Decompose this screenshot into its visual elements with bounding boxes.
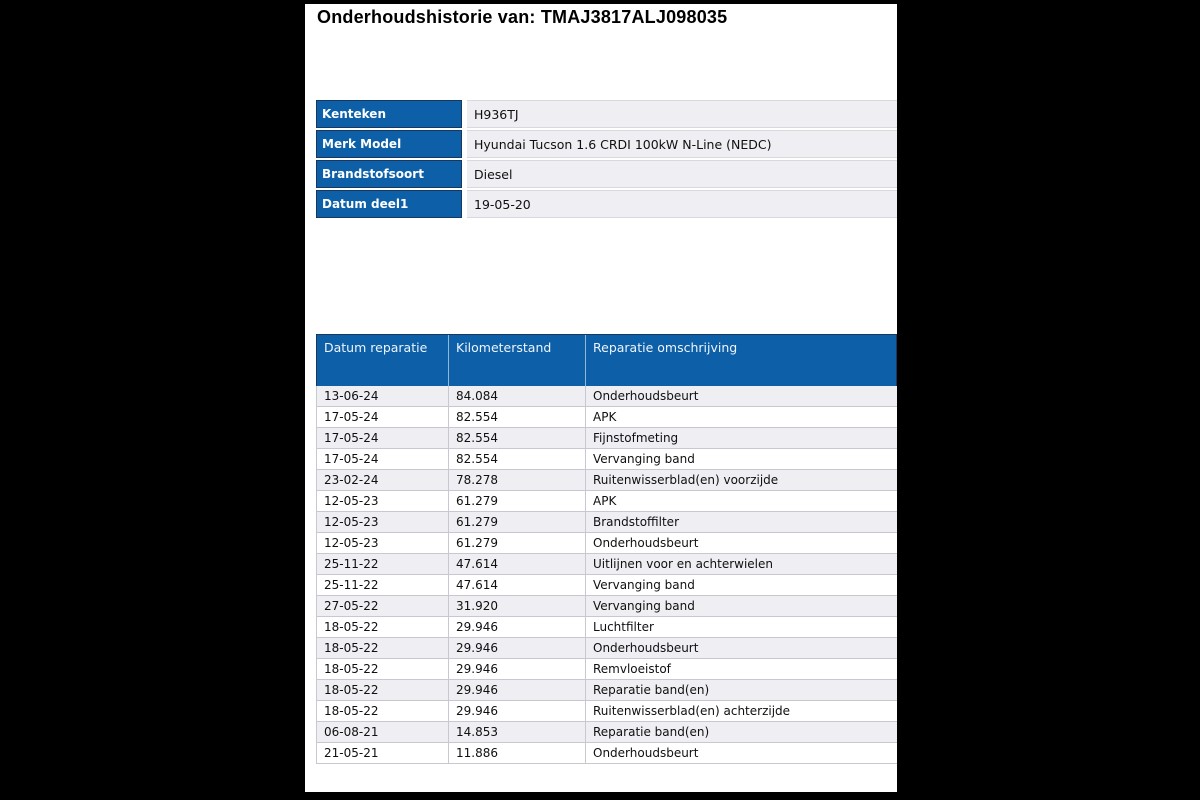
table-row: 23-02-24 78.278 Ruitenwisserblad(en) voo… xyxy=(317,470,897,491)
cell-reparatie-omschrijving: APK xyxy=(593,494,617,508)
table-row: 06-08-21 14.853 Reparatie band(en) xyxy=(317,722,897,743)
cell-datum-reparatie: 12-05-23 xyxy=(317,533,449,553)
cell-reparatie-omschrijving: Onderhoudsbeurt xyxy=(593,641,699,655)
cell-kilometerstand: 29.946 xyxy=(449,617,586,637)
table-row: 13-06-24 84.084 Onderhoudsbeurt xyxy=(317,386,897,407)
cell-datum-reparatie: 06-08-21 xyxy=(317,722,449,742)
cell-datum-reparatie: 17-05-24 xyxy=(317,449,449,469)
cell-reparatie-omschrijving: Reparatie band(en) xyxy=(593,683,710,697)
info-row: Brandstofsoort Diesel xyxy=(316,160,897,188)
cell-datum-reparatie: 18-05-22 xyxy=(317,617,449,637)
info-row-label: Kenteken xyxy=(316,100,462,128)
cell-kilometerstand: 29.946 xyxy=(449,638,586,658)
cell-kilometerstand: 47.614 xyxy=(449,575,586,595)
table-row: 27-05-22 31.920 Vervanging band xyxy=(317,596,897,617)
cell-datum-reparatie: 25-11-22 xyxy=(317,575,449,595)
table-row: 18-05-22 29.946 Remvloeistof xyxy=(317,659,897,680)
cell-datum-reparatie: 27-05-22 xyxy=(317,596,449,616)
cell-datum-reparatie: 13-06-24 xyxy=(317,386,449,406)
table-row: 18-05-22 29.946 Reparatie band(en) xyxy=(317,680,897,701)
table-row: 25-11-22 47.614 Vervanging band xyxy=(317,575,897,596)
cell-datum-reparatie: 18-05-22 xyxy=(317,638,449,658)
cell-kilometerstand: 14.853 xyxy=(449,722,586,742)
info-row-label: Merk Model xyxy=(316,130,462,158)
cell-kilometerstand: 31.920 xyxy=(449,596,586,616)
cell-kilometerstand: 82.554 xyxy=(449,407,586,427)
cell-kilometerstand: 84.084 xyxy=(449,386,586,406)
cell-reparatie-omschrijving: Vervanging band xyxy=(593,599,695,613)
table-row: 18-05-22 29.946 Ruitenwisserblad(en) ach… xyxy=(317,701,897,722)
cell-datum-reparatie: 21-05-21 xyxy=(317,743,449,763)
cell-datum-reparatie: 18-05-22 xyxy=(317,701,449,721)
cell-reparatie-omschrijving: Remvloeistof xyxy=(593,662,671,676)
table-body: 13-06-24 84.084 Onderhoudsbeurt 17-05-24… xyxy=(316,386,897,764)
cell-kilometerstand: 82.554 xyxy=(449,449,586,469)
cell-reparatie-omschrijving: APK xyxy=(593,410,617,424)
cell-datum-reparatie: 12-05-23 xyxy=(317,491,449,511)
cell-reparatie-omschrijving: Onderhoudsbeurt xyxy=(593,746,699,760)
page-title: Onderhoudshistorie van: TMAJ3817ALJ09803… xyxy=(317,7,728,27)
cell-datum-reparatie: 12-05-23 xyxy=(317,512,449,532)
table-row: 12-05-23 61.279 Onderhoudsbeurt xyxy=(317,533,897,554)
info-row: Merk Model Hyundai Tucson 1.6 CRDI 100kW… xyxy=(316,130,897,158)
column-header-reparatie-omschrijving: Reparatie omschrijving xyxy=(593,340,738,355)
cell-reparatie-omschrijving: Vervanging band xyxy=(593,578,695,592)
vehicle-info-table: Kenteken H936TJ Merk Model Hyundai Tucso… xyxy=(316,100,897,220)
table-row: 12-05-23 61.279 APK xyxy=(317,491,897,512)
cell-kilometerstand: 29.946 xyxy=(449,680,586,700)
table-row: 17-05-24 82.554 Fijnstofmeting xyxy=(317,428,897,449)
cell-datum-reparatie: 23-02-24 xyxy=(317,470,449,490)
cell-reparatie-omschrijving: Brandstoffilter xyxy=(593,515,679,529)
table-row: 17-05-24 82.554 Vervanging band xyxy=(317,449,897,470)
table-row: 17-05-24 82.554 APK xyxy=(317,407,897,428)
table-row: 18-05-22 29.946 Luchtfilter xyxy=(317,617,897,638)
cell-reparatie-omschrijving: Onderhoudsbeurt xyxy=(593,536,699,550)
cell-kilometerstand: 61.279 xyxy=(449,491,586,511)
cell-reparatie-omschrijving: Ruitenwisserblad(en) voorzijde xyxy=(593,473,779,487)
info-row: Datum deel1 19-05-20 xyxy=(316,190,897,218)
cell-kilometerstand: 61.279 xyxy=(449,512,586,532)
cell-kilometerstand: 82.554 xyxy=(449,428,586,448)
table-header-row: Datum reparatie Kilometerstand Reparatie… xyxy=(316,334,897,386)
table-row: 25-11-22 47.614 Uitlijnen voor en achter… xyxy=(317,554,897,575)
cell-reparatie-omschrijving: Onderhoudsbeurt xyxy=(593,389,699,403)
cell-kilometerstand: 11.886 xyxy=(449,743,586,763)
cell-datum-reparatie: 17-05-24 xyxy=(317,428,449,448)
cell-reparatie-omschrijving: Luchtfilter xyxy=(593,620,654,634)
cell-datum-reparatie: 18-05-22 xyxy=(317,659,449,679)
report-page: Onderhoudshistorie van: TMAJ3817ALJ09803… xyxy=(305,4,897,792)
cell-kilometerstand: 29.946 xyxy=(449,659,586,679)
column-header-kilometerstand: Kilometerstand xyxy=(449,335,586,386)
cell-reparatie-omschrijving: Vervanging band xyxy=(593,452,695,466)
cell-reparatie-omschrijving: Uitlijnen voor en achterwielen xyxy=(593,557,773,571)
info-row-label: Datum deel1 xyxy=(316,190,462,218)
table-row: 18-05-22 29.946 Onderhoudsbeurt xyxy=(317,638,897,659)
column-header-datum-reparatie: Datum reparatie xyxy=(317,335,449,386)
cell-kilometerstand: 78.278 xyxy=(449,470,586,490)
info-row-value: 19-05-20 xyxy=(467,190,897,218)
maintenance-history-table: Datum reparatie Kilometerstand Reparatie… xyxy=(316,334,897,764)
cell-reparatie-omschrijving: Ruitenwisserblad(en) achterzijde xyxy=(593,704,791,718)
cell-datum-reparatie: 18-05-22 xyxy=(317,680,449,700)
info-row-value: H936TJ xyxy=(467,100,897,128)
info-row-value: Hyundai Tucson 1.6 CRDI 100kW N-Line (NE… xyxy=(467,130,897,158)
cell-reparatie-omschrijving: Reparatie band(en) xyxy=(593,725,710,739)
cell-kilometerstand: 61.279 xyxy=(449,533,586,553)
info-row-label: Brandstofsoort xyxy=(316,160,462,188)
cell-kilometerstand: 29.946 xyxy=(449,701,586,721)
cell-reparatie-omschrijving: Fijnstofmeting xyxy=(593,431,679,445)
table-row: 21-05-21 11.886 Onderhoudsbeurt xyxy=(317,743,897,764)
info-row: Kenteken H936TJ xyxy=(316,100,897,128)
cell-datum-reparatie: 17-05-24 xyxy=(317,407,449,427)
cell-kilometerstand: 47.614 xyxy=(449,554,586,574)
info-row-value: Diesel xyxy=(467,160,897,188)
table-row: 12-05-23 61.279 Brandstoffilter xyxy=(317,512,897,533)
cell-datum-reparatie: 25-11-22 xyxy=(317,554,449,574)
